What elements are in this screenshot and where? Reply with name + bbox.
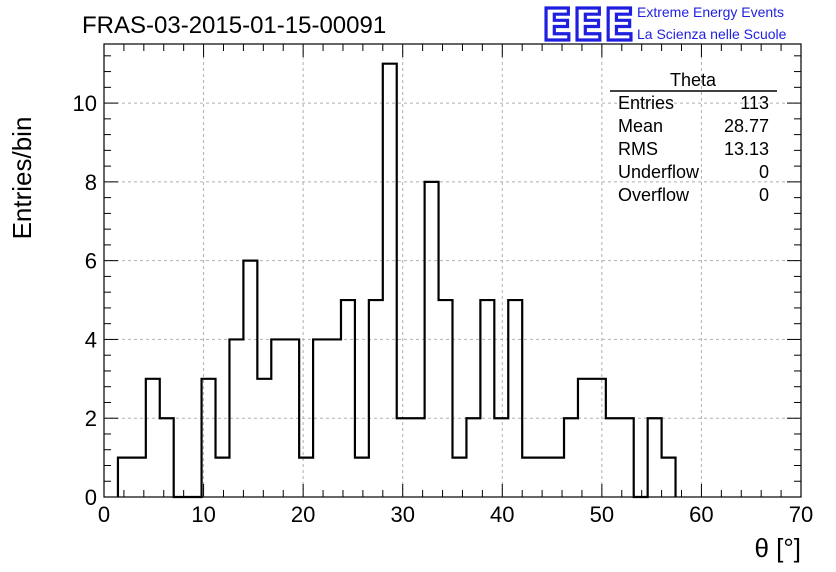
stats-box-title: Theta	[670, 70, 717, 90]
eee-logo-line2: La Scienza nelle Scuole	[637, 26, 787, 42]
histogram-outline	[116, 62, 677, 499]
y-axis-title: Entries/bin	[7, 117, 37, 240]
x-tick-label: 50	[590, 502, 614, 527]
histogram-bin	[202, 379, 216, 497]
histogram-bin	[592, 379, 606, 497]
plot-frame	[103, 43, 802, 498]
x-tick-label: 0	[98, 502, 110, 527]
histogram-bin	[606, 418, 620, 497]
y-tick-labels: 0 2 4 6 8 10	[73, 91, 97, 510]
histogram-bin	[299, 458, 313, 497]
histogram-bin	[466, 418, 480, 497]
stats-value: 113	[740, 93, 769, 113]
histogram-bin	[648, 418, 662, 497]
histogram-bin	[411, 418, 425, 497]
stats-label: Overflow	[618, 185, 690, 205]
x-tick-label: 60	[689, 502, 713, 527]
stats-value: 28.77	[724, 116, 769, 136]
x-tick-label: 20	[291, 502, 315, 527]
histogram-bin	[620, 418, 634, 497]
histogram-bin	[536, 458, 550, 497]
x-tick-label: 30	[390, 502, 414, 527]
histogram-bin	[383, 64, 397, 497]
stats-value: 0	[759, 162, 769, 182]
histogram-bin	[355, 458, 369, 497]
y-tick-label: 0	[85, 485, 97, 510]
chart-title: FRAS-03-2015-01-15-00091	[82, 12, 386, 39]
histogram-bin	[146, 379, 160, 497]
x-tick-label: 70	[789, 502, 813, 527]
histogram-bin	[397, 418, 411, 497]
stats-box: Theta Entries 113 Mean 28.77 RMS 13.13 Underfl…	[610, 70, 777, 205]
histogram-bin	[243, 261, 257, 497]
stats-label: Underflow	[618, 162, 700, 182]
histogram-bin	[118, 458, 132, 497]
eee-logo-letters: EEE	[542, 0, 635, 51]
stats-label: Entries	[618, 93, 674, 113]
histogram-bin	[257, 379, 271, 497]
y-tick-label: 10	[73, 91, 97, 116]
eee-logo-line1: Extreme Energy Events	[637, 4, 784, 20]
histogram-bin	[494, 418, 508, 497]
histogram-bins	[116, 62, 677, 499]
y-tick-label: 8	[85, 170, 97, 195]
y-tick-label: 4	[85, 327, 97, 352]
axis-ticks	[103, 44, 802, 498]
y-tick-label: 6	[85, 249, 97, 274]
eee-logo: EEE Extreme Energy Events La Scienza nel…	[540, 0, 787, 53]
histogram-bin	[453, 458, 467, 497]
x-tick-labels: 0 10 20 30 40 50 60 70	[98, 502, 813, 527]
stats-rows: Entries 113 Mean 28.77 RMS 13.13 Underflow 0 Ove…	[618, 93, 769, 205]
histogram-bin	[439, 300, 453, 497]
y-tick-label: 2	[85, 406, 97, 431]
x-axis-title: θ [°]	[754, 533, 801, 563]
histogram-bin	[369, 300, 383, 497]
histogram-bin	[160, 418, 174, 497]
histogram-bin	[480, 300, 494, 497]
histogram-bin	[662, 458, 676, 497]
histogram-bin	[522, 458, 536, 497]
stats-label: Mean	[618, 116, 663, 136]
stats-value: 13.13	[724, 139, 769, 159]
histogram-bin	[564, 418, 578, 497]
histogram-bin	[216, 458, 230, 497]
histogram-bin	[578, 379, 592, 497]
stats-label: RMS	[618, 139, 658, 159]
histogram-bin	[508, 300, 522, 497]
histogram-bin	[341, 300, 355, 497]
stats-value: 0	[759, 185, 769, 205]
x-tick-label: 40	[490, 502, 514, 527]
x-tick-label: 10	[191, 502, 215, 527]
